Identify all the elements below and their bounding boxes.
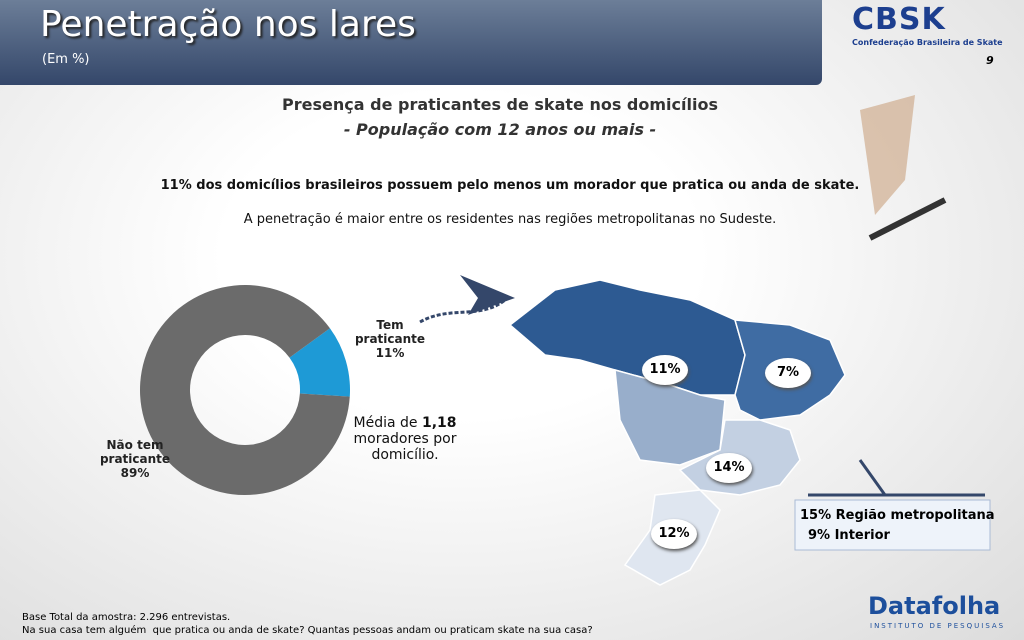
header-bar bbox=[0, 0, 822, 85]
logo-caption: Confederação Brasileira de Skate bbox=[852, 38, 1003, 47]
page-number: 9 bbox=[986, 54, 994, 67]
arrow bbox=[419, 298, 506, 324]
callout-text: 9% Interior bbox=[808, 528, 890, 543]
average: Média de 1,18 moradores por domicílio. bbox=[340, 415, 470, 463]
callout-box bbox=[794, 499, 991, 551]
note: 11% dos domicílios brasileiros possuem p… bbox=[160, 178, 860, 193]
category-label: Tem praticante bbox=[354, 318, 426, 346]
value-label: 11% bbox=[375, 346, 405, 360]
category-label: Não tem praticante bbox=[99, 438, 171, 466]
footnote: Na sua casa tem alguém que pratica ou an… bbox=[22, 625, 593, 636]
brand: Datafolha bbox=[868, 592, 1001, 620]
subtitle: (Em %) bbox=[42, 52, 90, 67]
skateboard bbox=[868, 197, 947, 241]
callout-text: 15% Região metropolitana bbox=[800, 508, 995, 523]
logo: CBSK bbox=[852, 2, 946, 37]
skater bbox=[860, 95, 915, 215]
average-value: 1,18 bbox=[421, 415, 457, 431]
average-suffix: moradores por domicílio. bbox=[353, 431, 457, 463]
legend-label: Tem praticante 11% bbox=[350, 318, 430, 360]
region-label: 11% bbox=[642, 355, 688, 385]
value-label: 89% bbox=[120, 466, 150, 480]
title: Penetração nos lares bbox=[40, 4, 416, 45]
region-label: 7% bbox=[765, 358, 811, 388]
legend-label: Não tem praticante 89% bbox=[90, 438, 180, 480]
pie-slice bbox=[289, 328, 350, 397]
heading: Presença de praticantes de skate nos dom… bbox=[282, 95, 718, 114]
region-label: 12% bbox=[651, 519, 697, 549]
callout-line bbox=[858, 459, 887, 496]
heading-sub: - População com 12 anos ou mais - bbox=[343, 120, 657, 139]
footnote: Base Total da amostra: 2.296 entrevistas… bbox=[22, 612, 231, 623]
arrow-head bbox=[460, 275, 515, 315]
pie-slice bbox=[140, 285, 350, 495]
brand-caption: INSTITUTO DE PESQUISAS bbox=[870, 622, 1006, 630]
average-prefix: Média de bbox=[353, 415, 418, 431]
region-label: 14% bbox=[706, 453, 752, 483]
note: A penetração é maior entre os residentes… bbox=[243, 212, 777, 227]
